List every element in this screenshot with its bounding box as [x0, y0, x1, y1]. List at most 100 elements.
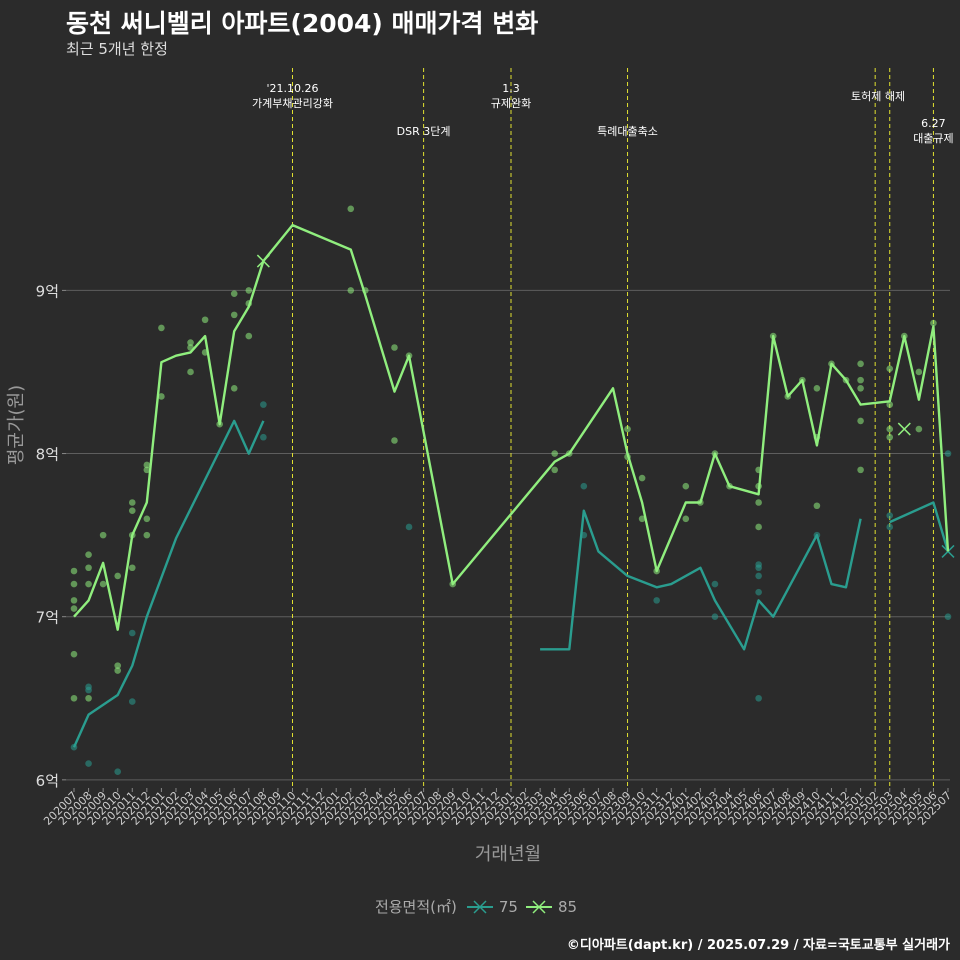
legend-item-85: 85: [525, 897, 578, 916]
data-point: [158, 324, 165, 332]
data-point: [158, 393, 165, 400]
y-tick-label: 8억: [36, 446, 59, 464]
data-point: [755, 561, 762, 568]
y-tick-label: 7억: [36, 609, 59, 627]
data-point: [143, 466, 151, 474]
data-point: [85, 694, 92, 702]
source-caption: ©디아파트(dapt.kr) / 2025.07.29 / 자료=국토교통부 실…: [566, 938, 950, 953]
event-label-line: 6.27: [921, 117, 946, 130]
data-point: [638, 515, 646, 523]
data-point: [230, 384, 238, 392]
event-label-line: DSR 3단계: [397, 125, 451, 138]
data-point: [187, 339, 194, 346]
data-point: [201, 316, 209, 324]
data-point: [245, 287, 253, 294]
chart-title: 동천 써니벨리 아파트(2004) 매매가격 변화: [66, 9, 539, 38]
legend-label-75: 75: [498, 897, 518, 916]
data-point: [711, 613, 719, 620]
y-axis-title: 평균가(원): [6, 385, 27, 465]
data-point: [70, 650, 78, 658]
data-point: [70, 597, 78, 604]
data-point: [551, 466, 558, 474]
series-marker-85: [897, 422, 911, 436]
data-point: [70, 567, 78, 575]
data-point: [857, 466, 864, 474]
series-marker-75: [941, 544, 955, 558]
data-point: [915, 425, 923, 433]
marker-stroke: [941, 544, 955, 558]
data-point: [70, 694, 78, 702]
data-point: [99, 531, 107, 539]
data-point: [886, 512, 894, 519]
data-point: [755, 694, 762, 702]
x-axis-title: 거래년월: [475, 844, 541, 865]
legend: 전용면적(㎡) 75 85: [0, 896, 960, 917]
marker-stroke: [897, 422, 911, 436]
data-point: [128, 698, 136, 705]
legend-item-75: 75: [466, 897, 518, 916]
data-point: [944, 450, 952, 457]
event-label-line: 1.3: [502, 82, 520, 95]
data-point: [682, 482, 690, 490]
data-point: [70, 605, 78, 612]
data-point: [930, 319, 937, 327]
legend-title: 전용면적(㎡): [374, 898, 457, 916]
data-point: [886, 425, 894, 433]
data-point: [682, 515, 690, 523]
event-label: 1.3 규제완화: [491, 82, 531, 110]
event-label: 특례대출축소: [597, 125, 658, 138]
data-point: [755, 588, 762, 596]
event-label-line: 규제완화: [491, 97, 531, 110]
data-point: [886, 401, 894, 408]
data-point: [143, 461, 151, 469]
data-point: [405, 523, 413, 531]
data-point: [85, 580, 92, 588]
y-tick-label: 6억: [36, 772, 59, 790]
data-point: [391, 437, 398, 444]
legend-key-85-icon: [525, 899, 552, 914]
data-point: [260, 401, 267, 408]
data-point: [857, 417, 864, 425]
legend-label-85: 85: [557, 897, 578, 916]
event-label: '21.10.26 가계부채관리강화: [252, 82, 333, 110]
data-point: [391, 344, 398, 351]
data-point: [886, 433, 894, 441]
data-point: [886, 365, 894, 373]
series-line-75: [540, 509, 862, 651]
data-point: [128, 629, 136, 637]
data-point: [813, 384, 821, 392]
series-marker-85: [256, 254, 270, 268]
data-point: [347, 287, 355, 294]
data-point: [857, 376, 864, 384]
data-point: [128, 564, 136, 572]
data-point: [114, 768, 121, 775]
data-point: [813, 502, 821, 510]
data-point: [638, 474, 646, 482]
data-point: [755, 523, 762, 531]
data-point: [187, 368, 194, 376]
data-point: [755, 572, 762, 580]
data-point: [230, 290, 238, 297]
data-point: [245, 332, 253, 340]
data-point: [143, 515, 151, 523]
data-point: [114, 662, 121, 669]
data-point: [653, 597, 660, 604]
data-point: [755, 499, 762, 506]
event-label-line: 대출규제: [913, 132, 953, 145]
event-label-line: 가계부채관리강화: [252, 97, 333, 110]
data-point: [944, 613, 952, 620]
data-point: [70, 580, 78, 588]
data-point: [85, 760, 92, 767]
data-point: [857, 360, 864, 368]
event-label: DSR 3단계: [397, 125, 451, 138]
data-point: [580, 482, 588, 490]
marker-stroke: [256, 254, 270, 268]
event-label-line: 토허제 해제: [851, 89, 905, 103]
data-point: [886, 523, 894, 531]
data-point: [85, 683, 92, 691]
series-line-75: [72, 419, 265, 748]
data-point: [85, 551, 92, 559]
data-point: [85, 564, 92, 572]
data-point: [128, 499, 136, 506]
